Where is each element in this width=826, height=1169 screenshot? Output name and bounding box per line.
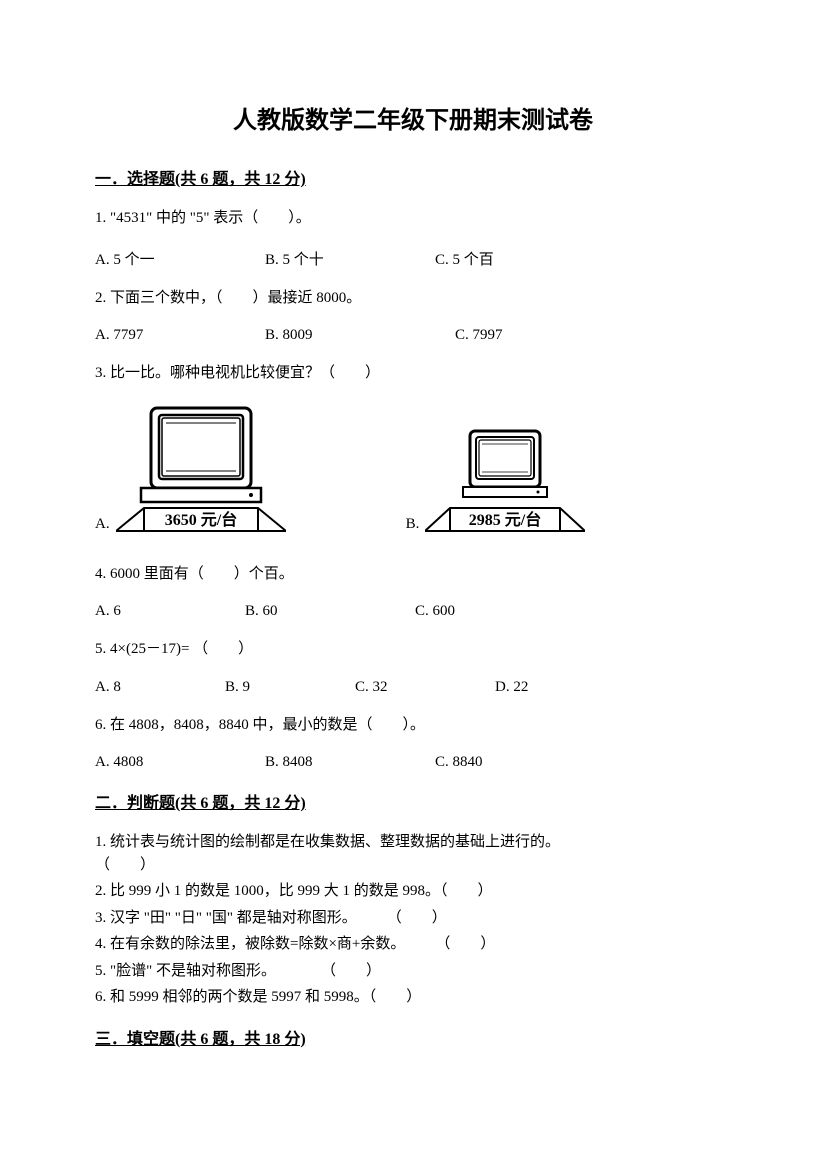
section-3-header: 三．填空题(共 6 题，共 18 分) — [95, 1025, 731, 1049]
s1-q3-text: 3. 比一比。哪种电视机比较便宜？（ ） — [95, 362, 731, 385]
s1-q6-b: B. 8408 — [265, 754, 435, 771]
s1-q5-b: B. 9 — [225, 679, 355, 696]
s2-list: 1. 统计表与统计图的绘制都是在收集数据、整理数据的基础上进行的。 （ ） 2.… — [95, 831, 731, 1009]
s1-q2-b: B. 8009 — [265, 327, 455, 344]
s1-q4-b: B. 60 — [245, 603, 415, 620]
s1-q2-options: A. 7797 B. 8009 C. 7997 — [95, 327, 731, 344]
s1-q5-options: A. 8 B. 9 C. 32 D. 22 — [95, 679, 731, 696]
s1-q4-options: A. 6 B. 60 C. 600 — [95, 603, 731, 620]
s2-q3: 3. 汉字 "田" "日" "国" 都是轴对称图形。 （ ） — [95, 907, 731, 930]
s1-q6-c: C. 8840 — [435, 754, 605, 771]
s1-q3-b-label: B. — [406, 516, 420, 533]
section-2-header: 二．判断题(共 6 题，共 12 分) — [95, 789, 731, 813]
s1-q5-a: A. 8 — [95, 679, 225, 696]
tv-b-price: 2985 元/台 — [469, 510, 541, 529]
s1-q4-c: C. 600 — [415, 603, 585, 620]
s1-q3-option-a: A. 3650 元/台 — [95, 403, 286, 533]
tv-a-price: 3650 元/台 — [164, 510, 236, 529]
s2-q2: 2. 比 999 小 1 的数是 1000，比 999 大 1 的数是 998。… — [95, 880, 731, 903]
s1-q5-c: C. 32 — [355, 679, 495, 696]
s2-q6: 6. 和 5999 相邻的两个数是 5997 和 5998。（ ） — [95, 986, 731, 1009]
s1-q4-text: 4. 6000 里面有（ ）个百。 — [95, 563, 731, 586]
page-title: 人教版数学二年级下册期末测试卷 — [95, 100, 731, 135]
s1-q5-text: 5. 4×(25－17)= （ ） — [95, 638, 731, 661]
s1-q1-b: B. 5 个十 — [265, 248, 435, 269]
s1-q5-d: D. 22 — [495, 679, 635, 696]
s1-q3-a-label: A. — [95, 516, 110, 533]
s1-q4-a: A. 6 — [95, 603, 245, 620]
s2-q5: 5. "脸谱" 不是轴对称图形。 （ ） — [95, 960, 731, 983]
s2-q1: 1. 统计表与统计图的绘制都是在收集数据、整理数据的基础上进行的。 （ ） — [95, 831, 731, 876]
s1-q6-text: 6. 在 4808，8408，8840 中，最小的数是（ ）。 — [95, 714, 731, 737]
s1-q1-text: 1. "4531" 中的 "5" 表示（ ）。 — [95, 207, 731, 230]
section-1-header: 一．选择题(共 6 题，共 12 分) — [95, 165, 731, 189]
s1-q1-options: A. 5 个一 B. 5 个十 C. 5 个百 — [95, 248, 731, 269]
s1-q6-options: A. 4808 B. 8408 C. 8840 — [95, 754, 731, 771]
s1-q1-c: C. 5 个百 — [435, 248, 605, 269]
s1-q1-a: A. 5 个一 — [95, 248, 265, 269]
tv-a-icon: 3650 元/台 — [116, 403, 286, 533]
tv-b-icon: 2985 元/台 — [425, 428, 585, 533]
s1-q3-images: A. 3650 元/台 B. — [95, 403, 731, 533]
s1-q2-a: A. 7797 — [95, 327, 265, 344]
s1-q2-c: C. 7997 — [455, 327, 625, 344]
s1-q2-text: 2. 下面三个数中，（ ）最接近 8000。 — [95, 287, 731, 310]
s2-q4: 4. 在有余数的除法里，被除数=除数×商+余数。 （ ） — [95, 933, 731, 956]
s1-q6-a: A. 4808 — [95, 754, 265, 771]
s1-q3-option-b: B. 2985 元/台 — [406, 428, 586, 533]
